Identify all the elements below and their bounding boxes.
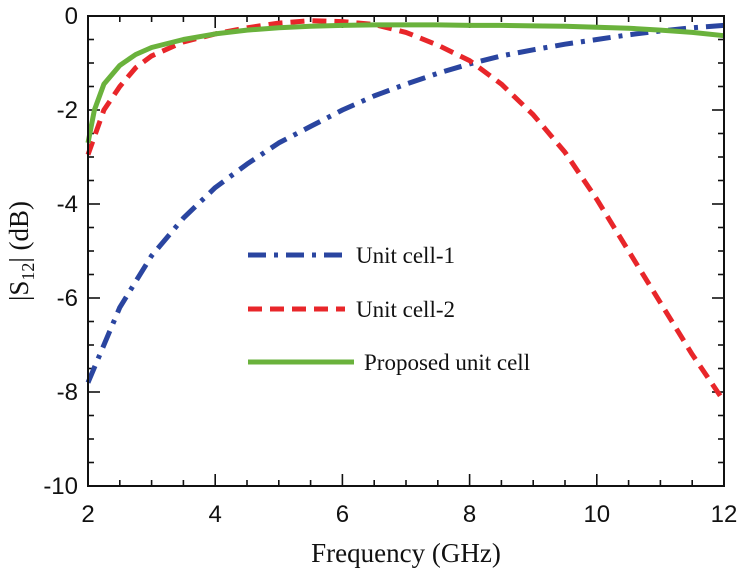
x-tick-label: 4 bbox=[209, 501, 222, 528]
y-tick-label: -2 bbox=[57, 97, 78, 124]
series-layer bbox=[85, 18, 727, 403]
y-tick-label: -4 bbox=[57, 191, 78, 218]
x-tick-label: 10 bbox=[583, 501, 610, 528]
y-axis-title-subscript: 12 bbox=[18, 263, 38, 281]
y-axis-title-suffix: | (dB) bbox=[4, 201, 34, 263]
y-tick-label: 0 bbox=[65, 3, 78, 30]
x-tick-label: 2 bbox=[81, 501, 94, 528]
x-axis-title: Frequency (GHz) bbox=[311, 538, 501, 568]
series-line-proposed-unit-cell bbox=[85, 22, 725, 144]
y-tick-label: -6 bbox=[57, 285, 78, 312]
tick-labels: 2 4 6 8 10 12 0 -2 -4 -6 -8 -10 bbox=[43, 3, 737, 528]
y-axis-title: |S12| (dB) bbox=[4, 201, 38, 301]
series-line-unit-cell-2 bbox=[85, 18, 727, 403]
y-tick-label: -8 bbox=[57, 379, 78, 406]
y-axis-title-prefix: |S bbox=[4, 281, 34, 301]
legend-label-unit-cell-1: Unit cell-1 bbox=[356, 243, 455, 268]
x-tick-label: 12 bbox=[711, 501, 738, 528]
legend: Unit cell-1 Unit cell-2 Proposed unit ce… bbox=[248, 243, 530, 375]
legend-label-proposed-unit-cell: Proposed unit cell bbox=[364, 350, 530, 375]
y-tick-label: -10 bbox=[43, 473, 78, 500]
x-tick-label: 8 bbox=[463, 501, 476, 528]
legend-label-unit-cell-2: Unit cell-2 bbox=[356, 297, 455, 322]
series-line-unit-cell-1 bbox=[85, 22, 725, 384]
plot-frame bbox=[87, 15, 725, 487]
x-tick-label: 6 bbox=[336, 501, 349, 528]
